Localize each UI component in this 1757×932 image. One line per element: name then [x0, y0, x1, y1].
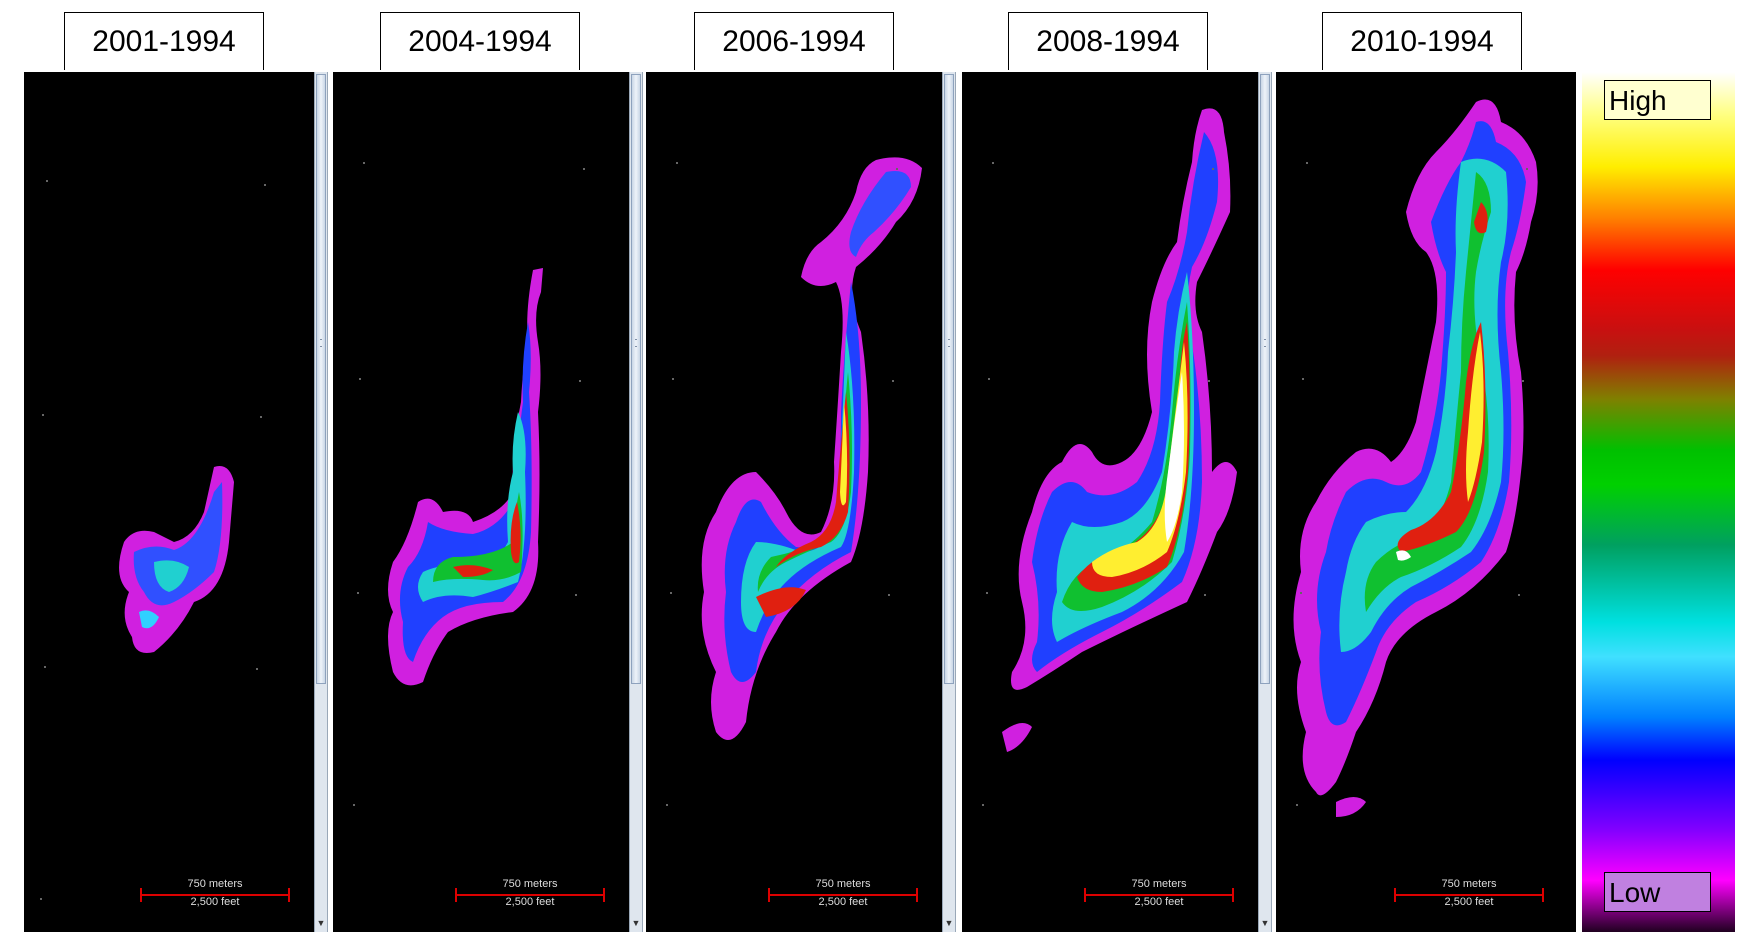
scale-feet: 2,500 feet: [818, 896, 868, 908]
scroll-down-icon[interactable]: ▼: [944, 918, 954, 928]
scale-feet: 2,500 feet: [1444, 896, 1494, 908]
map-panel-2006: 750 meters 2,500 feet: [646, 72, 942, 932]
color-legend: High Low: [1582, 72, 1735, 932]
scale-bar: 750 meters 2,500 feet: [1084, 876, 1234, 912]
panel-label-2008: 2008-1994: [1008, 12, 1208, 70]
scale-bar: 750 meters 2,500 feet: [455, 876, 605, 912]
scroll-down-icon[interactable]: ▼: [1260, 918, 1270, 928]
scale-meters: 750 meters: [815, 878, 871, 890]
scale-bar: 750 meters 2,500 feet: [1394, 876, 1544, 912]
plume-2008: [1002, 108, 1237, 752]
scrollbar[interactable]: ▼: [629, 72, 643, 932]
scale-meters: 750 meters: [502, 878, 558, 890]
map-panel-2008: 750 meters 2,500 feet: [962, 72, 1258, 932]
scroll-down-icon[interactable]: ▼: [631, 918, 641, 928]
scrollbar[interactable]: ▼: [314, 72, 328, 932]
map-panel-2001: 750 meters 2,500 feet: [24, 72, 314, 932]
panel-label-2010: 2010-1994: [1322, 12, 1522, 70]
plume-2006: [701, 157, 922, 740]
scale-meters: 750 meters: [1131, 878, 1187, 890]
scale-meters: 750 meters: [187, 878, 243, 890]
scrollbar-thumb[interactable]: [944, 74, 954, 684]
map-panel-2004: 750 meters 2,500 feet: [333, 72, 629, 932]
plume-2010: [1293, 99, 1538, 817]
scrollbar-thumb[interactable]: [631, 74, 641, 684]
scale-meters: 750 meters: [1441, 878, 1497, 890]
map-panel-2010: 750 meters 2,500 feet: [1276, 72, 1576, 932]
plume-2001: [119, 466, 234, 653]
scale-feet: 2,500 feet: [505, 896, 555, 908]
scrollbar[interactable]: ▼: [942, 72, 956, 932]
legend-high-label: High: [1604, 80, 1711, 120]
panel-label-2006: 2006-1994: [694, 12, 894, 70]
scrollbar-thumb[interactable]: [1260, 74, 1270, 684]
legend-low-label: Low: [1604, 872, 1711, 912]
plume-2004: [388, 268, 543, 686]
scroll-down-icon[interactable]: ▼: [316, 918, 326, 928]
scale-feet: 2,500 feet: [190, 896, 240, 908]
scrollbar-thumb[interactable]: [316, 74, 326, 684]
scale-bar: 750 meters 2,500 feet: [140, 876, 290, 912]
scrollbar[interactable]: ▼: [1258, 72, 1272, 932]
legend-gradient: [1582, 72, 1735, 932]
panel-label-2001: 2001-1994: [64, 12, 264, 70]
scale-bar: 750 meters 2,500 feet: [768, 876, 918, 912]
panel-label-2004: 2004-1994: [380, 12, 580, 70]
scale-feet: 2,500 feet: [1134, 896, 1184, 908]
